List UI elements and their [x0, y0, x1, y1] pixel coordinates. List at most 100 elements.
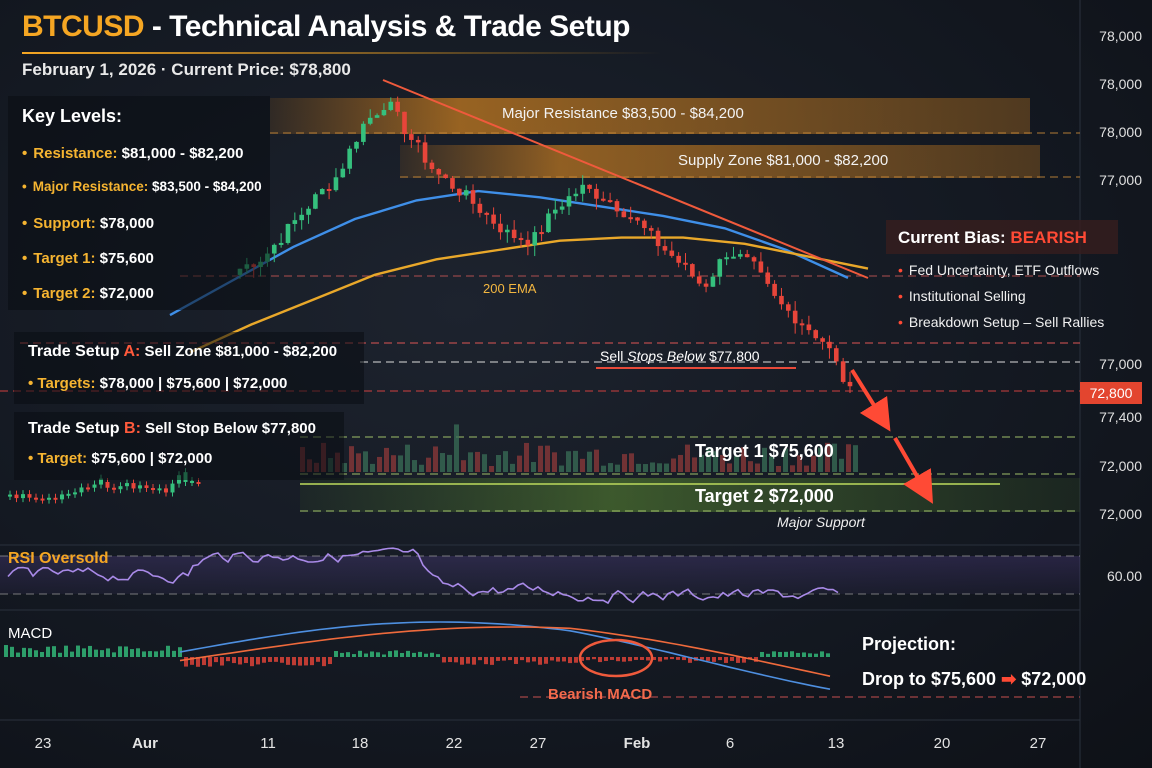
macd-histogram-bar — [622, 657, 626, 662]
x-tick-label: 27 — [529, 735, 547, 752]
trade-setup-b-panel — [14, 412, 344, 480]
macd-histogram-bar — [64, 645, 68, 657]
macd-histogram-bar — [724, 657, 728, 663]
volume-bar — [615, 464, 620, 472]
mini-body — [170, 483, 175, 493]
volume-bar — [741, 447, 746, 472]
macd-histogram-bar — [52, 646, 56, 657]
volume-bar — [629, 453, 634, 472]
macd-histogram-bar — [40, 651, 44, 657]
macd-histogram-bar — [364, 653, 368, 657]
macd-histogram-bar — [550, 657, 554, 661]
candle-body — [285, 223, 291, 243]
candle-body — [415, 139, 421, 143]
macd-histogram-bar — [394, 650, 398, 657]
macd-histogram-bar — [712, 657, 716, 662]
y-tick-label: 78,000 — [1099, 124, 1142, 140]
candle-body — [546, 213, 551, 233]
macd-histogram-bar — [718, 657, 722, 661]
rsi-label: RSI Oversold — [8, 550, 109, 567]
volume-bar — [692, 457, 697, 472]
ema-200-label: 200 EMA — [483, 281, 537, 296]
candle-body — [532, 232, 538, 246]
key-level-row: • Target 2: $72,000 — [22, 285, 154, 302]
candle-body — [779, 295, 784, 305]
volume-bar — [671, 458, 676, 472]
macd-histogram-bar — [310, 657, 314, 666]
candle-body — [539, 232, 544, 235]
candle-body — [402, 111, 407, 135]
mini-body — [53, 497, 58, 500]
volume-bar — [370, 463, 375, 472]
x-tick-label: Feb — [623, 735, 651, 752]
candle-body — [333, 177, 339, 191]
candle-body — [621, 211, 627, 218]
macd-histogram-bar — [46, 646, 50, 657]
mini-body — [27, 494, 32, 498]
volume-bar — [517, 455, 522, 472]
macd-histogram-bar — [742, 657, 746, 663]
macd-line — [179, 621, 831, 690]
macd-histogram-bar — [196, 657, 200, 667]
candle-body — [552, 209, 558, 214]
candle-body — [600, 198, 606, 201]
rsi-value-label: 60.00 — [1106, 568, 1142, 584]
volume-bar — [748, 461, 753, 472]
macd-histogram-bar — [652, 657, 656, 661]
macd-histogram-bar — [442, 657, 446, 663]
volume-bar — [650, 462, 655, 472]
mini-body — [131, 483, 136, 489]
candle-body — [744, 254, 750, 258]
candle-body — [587, 184, 592, 189]
volume-bar — [664, 463, 669, 472]
candle-body — [271, 244, 277, 254]
x-tick-label: 20 — [933, 735, 951, 752]
major-support-label: Major Support — [777, 514, 865, 530]
macd-histogram-bar — [478, 657, 482, 661]
candle-body — [662, 246, 668, 251]
volume-bar — [846, 444, 851, 472]
volume-bar — [559, 465, 564, 472]
macd-histogram-bar — [820, 651, 824, 657]
candle-body — [511, 229, 517, 239]
macd-histogram-bar — [424, 653, 428, 657]
candle-body — [799, 323, 805, 326]
y-tick-label: 78,000 — [1099, 76, 1142, 92]
volume-bar — [706, 447, 711, 472]
candle-body — [751, 257, 757, 262]
macd-histogram-bar — [334, 651, 338, 657]
volume-bar — [783, 448, 788, 472]
trade-setup-b-targets: • Target: $75,600 | $72,000 — [28, 450, 213, 467]
candle-body — [518, 238, 524, 241]
volume-bar — [755, 463, 760, 472]
volume-bar — [384, 447, 389, 472]
current-bias: Current Bias: BEARISH — [898, 228, 1087, 247]
ema-lines — [169, 189, 869, 354]
macd-histogram-bar — [772, 651, 776, 657]
macd-histogram-bar — [148, 651, 152, 657]
volume-bar — [636, 463, 641, 472]
macd-histogram-bar — [796, 652, 800, 657]
macd-histogram-bar — [430, 652, 434, 657]
candle-body — [354, 141, 359, 149]
macd-histogram-bar — [658, 657, 662, 662]
macd-histogram-bar — [778, 651, 782, 657]
macd-histogram-bar — [4, 645, 8, 657]
sell-stops-label: Sell Stops Below $77,800 — [600, 348, 760, 364]
candle-body — [292, 220, 298, 224]
candle-body — [409, 134, 414, 140]
macd-histogram-bar — [688, 657, 692, 663]
macd-indicator — [4, 621, 831, 690]
volume-bar — [391, 455, 396, 472]
macd-histogram-bar — [484, 657, 488, 665]
x-tick-label: 22 — [445, 735, 463, 752]
macd-histogram-bar — [526, 657, 530, 663]
candle-body — [717, 259, 723, 277]
volume-bar — [573, 450, 578, 472]
candle-body — [710, 276, 716, 287]
macd-histogram-bar — [640, 657, 644, 660]
volume-bar — [356, 453, 361, 472]
volume-bar — [762, 447, 767, 472]
mini-body — [118, 486, 123, 490]
